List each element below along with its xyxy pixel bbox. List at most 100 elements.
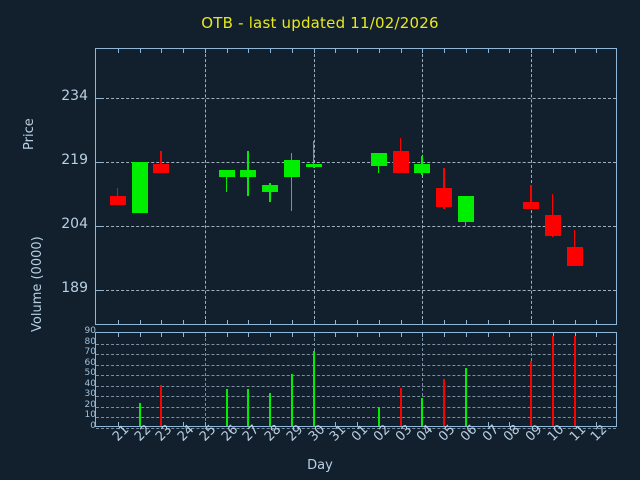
- x-axis-tick: [204, 333, 206, 337]
- x-axis-tick: [313, 320, 315, 324]
- volume-bar: [225, 389, 228, 426]
- volume-axis-tick-label: 10: [84, 410, 96, 421]
- x-axis-tick: [531, 320, 532, 324]
- day-gridline: [313, 49, 315, 324]
- candle-wick: [290, 153, 293, 211]
- candle-body: [283, 159, 300, 177]
- x-axis-tick: [465, 333, 467, 337]
- x-axis-tick: [183, 320, 184, 324]
- day-gridline: [204, 333, 206, 426]
- x-axis-tick: [335, 320, 337, 324]
- x-axis-tick: [574, 333, 576, 337]
- x-axis-tick: [248, 333, 250, 337]
- y-axis-tick: [96, 161, 101, 163]
- volume-gridline: [96, 428, 616, 429]
- x-axis-tick: [161, 333, 163, 337]
- day-gridline: [422, 333, 424, 426]
- volume-axis-tick-label: 50: [84, 368, 96, 379]
- volume-axis-tick-label: 40: [84, 378, 96, 389]
- x-axis-tick: [378, 320, 380, 324]
- volume-gridline: [96, 385, 616, 387]
- x-axis-tick: [509, 333, 511, 337]
- x-axis-tick: [465, 49, 467, 53]
- candle-body: [544, 215, 561, 237]
- volume-axis-tick-label: 70: [84, 347, 96, 358]
- price-gridline: [96, 161, 616, 163]
- x-axis-tick: [422, 333, 424, 337]
- volume-axis-tick-label: 60: [84, 357, 96, 368]
- candle-body: [523, 202, 539, 209]
- volume-bar: [464, 367, 467, 426]
- x-axis-tick: [400, 320, 402, 324]
- volume-axis-tick-label: 0: [90, 421, 96, 431]
- x-axis-tick: [248, 320, 250, 324]
- volume-bar: [290, 374, 293, 426]
- x-axis-tick: [270, 320, 271, 324]
- x-axis-tick: [552, 333, 554, 337]
- candle-wick: [312, 140, 314, 169]
- volume-axis-tick-label: 80: [84, 336, 96, 347]
- x-axis-tick: [117, 49, 119, 53]
- x-axis-tick: [509, 49, 511, 53]
- x-axis-tick: [400, 333, 402, 337]
- x-axis-tick: [596, 422, 598, 426]
- x-axis-tick: [596, 49, 598, 53]
- x-axis-tick: [596, 333, 598, 337]
- x-axis-tick: [291, 333, 293, 337]
- x-axis-tick: [183, 49, 184, 53]
- volume-gridline: [96, 343, 616, 345]
- x-axis-tick: [531, 49, 532, 53]
- day-gridline: [531, 49, 532, 324]
- x-axis-tick: [313, 333, 315, 337]
- x-axis-tick: [531, 333, 532, 337]
- candle-body: [436, 187, 452, 207]
- x-axis-tick: [313, 49, 315, 53]
- day-gridline: [422, 49, 424, 324]
- price-gridline: [96, 225, 616, 227]
- x-axis-title: Day: [307, 458, 333, 473]
- y-axis-title: Price: [22, 118, 37, 150]
- y-axis-tick-label: 189: [61, 279, 88, 296]
- x-axis-tick: [444, 49, 445, 53]
- candle-body: [305, 164, 322, 168]
- x-axis-tick: [183, 422, 184, 426]
- x-axis-tick: [509, 320, 511, 324]
- y-axis-tick: [96, 225, 101, 227]
- y-axis-tick-label: 219: [61, 151, 88, 168]
- volume-bar: [247, 389, 250, 426]
- x-axis-tick: [487, 422, 489, 426]
- candle-body: [414, 164, 431, 173]
- volume-gridline: [96, 354, 616, 356]
- volume-bar: [443, 378, 445, 426]
- volume-bar: [160, 384, 163, 426]
- x-axis-tick: [291, 49, 293, 53]
- volume-axis-tick-label: 30: [84, 389, 96, 400]
- candle-wick: [269, 183, 271, 203]
- x-axis-tick: [357, 333, 358, 337]
- x-axis-tick: [183, 333, 184, 337]
- x-axis-tick: [574, 320, 576, 324]
- x-axis-tick: [487, 320, 489, 324]
- x-axis-tick: [596, 320, 598, 324]
- price-plot-area: [95, 48, 617, 325]
- x-axis-tick: [357, 49, 358, 53]
- x-axis-tick: [139, 320, 141, 324]
- volume-bar: [421, 397, 424, 426]
- x-axis-tick: [400, 49, 402, 53]
- candle-body: [370, 153, 387, 167]
- volume-bar: [573, 336, 576, 426]
- x-axis-tick: [139, 49, 141, 53]
- candle-body: [392, 151, 409, 173]
- volume-axis-tick-label: 20: [84, 399, 96, 410]
- x-axis-tick: [117, 320, 119, 324]
- price-gridline: [96, 98, 616, 99]
- candle-body: [262, 185, 278, 192]
- x-axis-tick: [226, 49, 228, 53]
- candle-body: [109, 196, 126, 205]
- candle-wick: [160, 151, 162, 173]
- chart-title: OTB - last updated 11/02/2026: [201, 14, 439, 32]
- volume-bar: [551, 336, 554, 426]
- volume-gridline: [96, 396, 616, 398]
- x-axis-tick: [509, 422, 511, 426]
- x-axis-tick: [378, 333, 380, 337]
